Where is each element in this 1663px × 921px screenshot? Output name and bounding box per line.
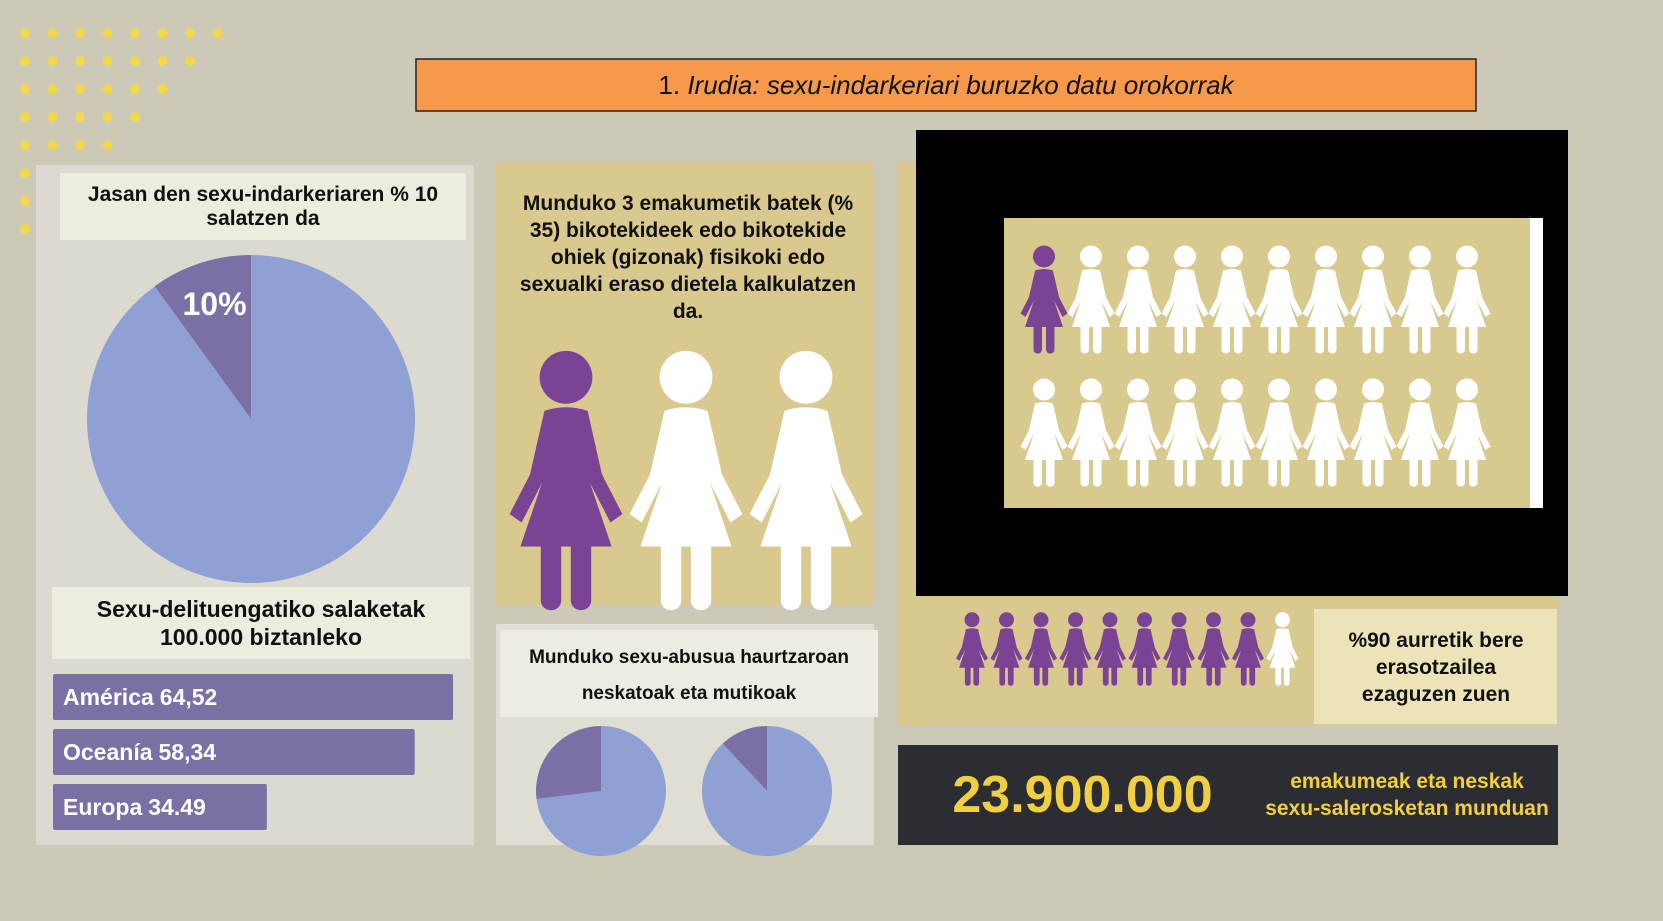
dot [185, 56, 195, 66]
dot [130, 112, 140, 122]
dot [20, 112, 30, 122]
dot [158, 84, 168, 94]
dot [48, 84, 58, 94]
dot [75, 84, 85, 94]
card-text: emakumeak eta neskak sexu-salerosketan m… [1262, 750, 1552, 840]
pie-slice [702, 726, 832, 856]
title-text: Irudia: sexu-indarkeriari buruzko datu o… [687, 70, 1233, 101]
dot [158, 56, 168, 66]
pie-slice [87, 255, 415, 583]
dot [48, 140, 58, 150]
image-edge [1530, 218, 1543, 508]
title-number: 1. [658, 70, 680, 101]
dot [213, 28, 223, 38]
pie-title: Munduko sexu-abusua haurtzaroan neskatoa… [510, 640, 868, 712]
card-text: Munduko 3 emakumetik batek (% 35) bikote… [512, 190, 864, 330]
dot [20, 168, 30, 178]
bar-category: Oceanía [63, 739, 153, 765]
dot [48, 28, 58, 38]
dot [103, 140, 113, 150]
dot [75, 140, 85, 150]
dot [75, 56, 85, 66]
dot [103, 56, 113, 66]
big-number: 23.900.000 [905, 745, 1260, 845]
dot [158, 28, 168, 38]
dot [75, 28, 85, 38]
dot [75, 112, 85, 122]
dot [130, 84, 140, 94]
dot [20, 196, 30, 206]
dot [103, 28, 113, 38]
card-text: %90 aurretik bere erasotzailea ezaguzen … [1330, 612, 1542, 722]
dot [103, 84, 113, 94]
bar-category: América [63, 684, 154, 710]
page: 10% América64,52 Oceanía58,34 Europa34.49 1… [0, 0, 1663, 921]
dot [20, 56, 30, 66]
dot [130, 56, 140, 66]
dot [185, 28, 195, 38]
title: 1. Irudia: sexu-indarkeriari buruzko dat… [416, 59, 1476, 111]
pie-title: Jasan den sexu-indarkeriaren % 10 salatz… [75, 173, 451, 240]
dot [20, 140, 30, 150]
dot [20, 84, 30, 94]
dot [130, 28, 140, 38]
dot [20, 28, 30, 38]
dot [48, 56, 58, 66]
bar-value: 64,52 [160, 684, 218, 710]
bar-category: Europa [63, 794, 142, 820]
dot [20, 224, 30, 234]
bar-value: 34.49 [148, 794, 206, 820]
dot [103, 112, 113, 122]
bar-value: 58,34 [159, 739, 217, 765]
dot [48, 112, 58, 122]
bar-title: Sexu-delituengatiko salaketak 100.000 bi… [62, 590, 460, 656]
pie-label: 10% [182, 286, 246, 322]
